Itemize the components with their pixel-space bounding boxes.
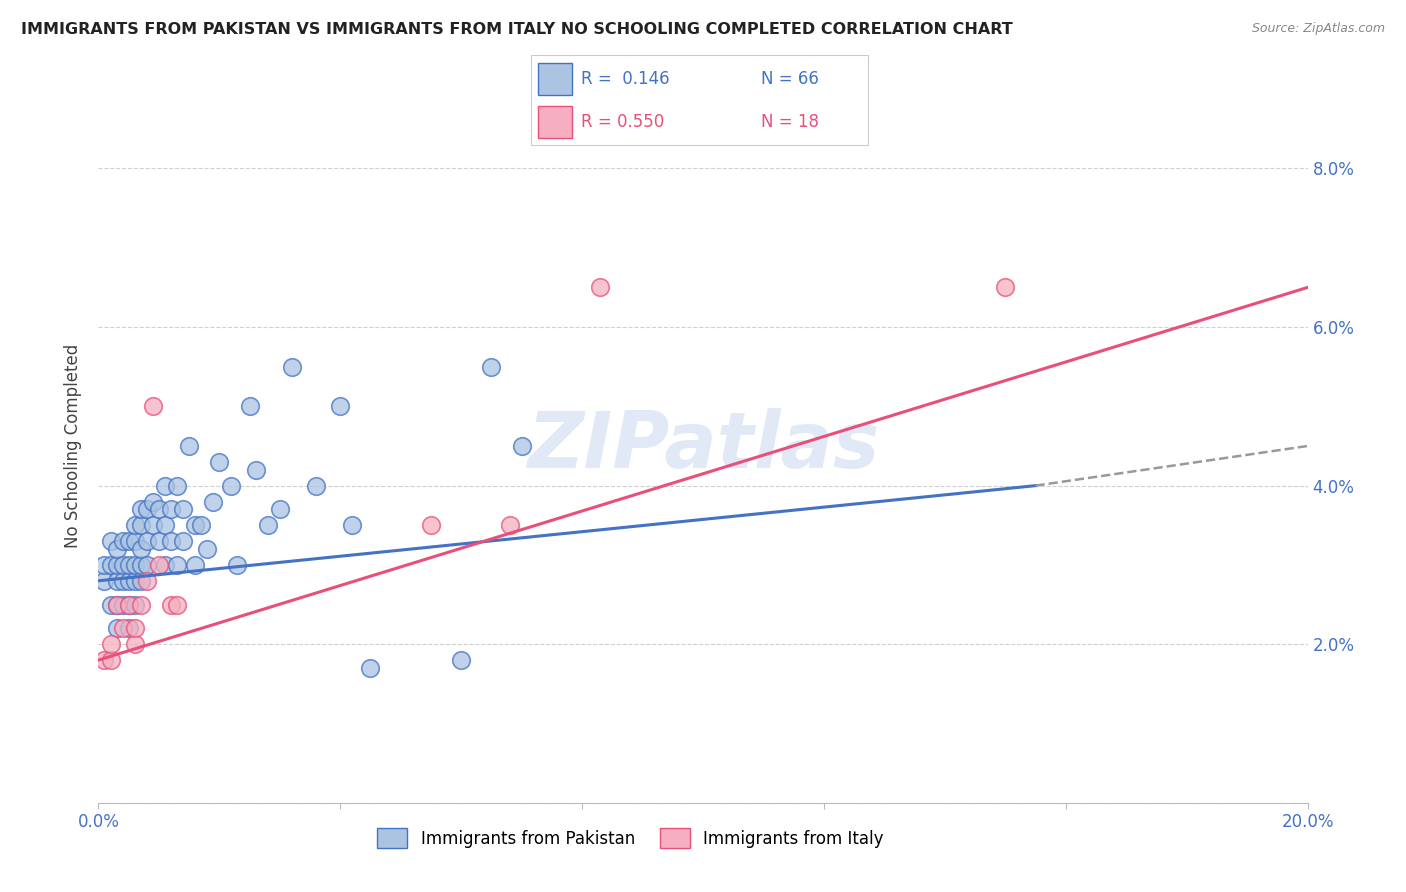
Point [184, 518, 207, 533]
Point [93, 574, 115, 588]
Point [450, 653, 472, 667]
Point [256, 518, 278, 533]
Point [166, 478, 188, 492]
Point [105, 558, 128, 572]
Point [118, 558, 141, 572]
Point [498, 518, 520, 533]
Point [135, 558, 157, 572]
Point [93, 558, 115, 572]
Point [124, 637, 146, 651]
Point [135, 574, 157, 588]
Text: N = 66: N = 66 [762, 70, 820, 87]
Point [160, 534, 183, 549]
Point [105, 598, 128, 612]
Point [329, 400, 352, 414]
Point [100, 598, 122, 612]
Point [100, 534, 122, 549]
Point [184, 558, 207, 572]
Point [129, 542, 152, 557]
Point [124, 598, 146, 612]
Point [148, 558, 170, 572]
Point [589, 280, 612, 294]
Point [221, 478, 243, 492]
Point [129, 574, 152, 588]
Bar [537, 63, 572, 95]
Point [226, 558, 249, 572]
Point [305, 478, 328, 492]
Point [129, 558, 152, 572]
Point [142, 400, 165, 414]
Point [105, 542, 128, 557]
Point [160, 598, 183, 612]
Y-axis label: No Schooling Completed: No Schooling Completed [65, 344, 83, 548]
Point [148, 534, 170, 549]
Point [281, 359, 304, 374]
Text: R = 0.550: R = 0.550 [581, 113, 664, 131]
Point [100, 637, 122, 651]
Point [118, 598, 141, 612]
Point [124, 534, 146, 549]
Text: N = 18: N = 18 [762, 113, 820, 131]
Point [195, 542, 218, 557]
Point [105, 598, 128, 612]
Point [190, 518, 212, 533]
Point [166, 598, 188, 612]
Point [118, 574, 141, 588]
Point [153, 558, 176, 572]
Point [269, 502, 291, 516]
Point [135, 502, 157, 516]
Point [160, 502, 183, 516]
Point [111, 574, 134, 588]
Point [111, 598, 134, 612]
Point [111, 558, 134, 572]
Point [124, 518, 146, 533]
Point [124, 621, 146, 635]
Point [202, 494, 225, 508]
Point [153, 518, 176, 533]
Point [148, 502, 170, 516]
Point [118, 534, 141, 549]
Point [105, 574, 128, 588]
Point [118, 621, 141, 635]
Point [129, 518, 152, 533]
Text: ZIPatlas: ZIPatlas [527, 408, 879, 484]
Point [93, 653, 115, 667]
Point [111, 621, 134, 635]
Point [208, 455, 231, 469]
FancyBboxPatch shape [530, 55, 869, 145]
Point [105, 621, 128, 635]
Point [481, 359, 503, 374]
Point [172, 502, 194, 516]
Point [994, 280, 1017, 294]
Point [124, 558, 146, 572]
Point [135, 534, 157, 549]
Point [118, 598, 141, 612]
Point [172, 534, 194, 549]
Bar [537, 106, 572, 138]
Point [245, 463, 267, 477]
Point [124, 574, 146, 588]
Point [142, 494, 165, 508]
Point [360, 661, 382, 675]
Text: Source: ZipAtlas.com: Source: ZipAtlas.com [1251, 22, 1385, 36]
Point [100, 558, 122, 572]
Point [153, 478, 176, 492]
Point [179, 439, 201, 453]
Point [239, 400, 262, 414]
Point [342, 518, 364, 533]
Point [142, 518, 165, 533]
Point [166, 558, 188, 572]
Point [100, 653, 122, 667]
Text: IMMIGRANTS FROM PAKISTAN VS IMMIGRANTS FROM ITALY NO SCHOOLING COMPLETED CORRELA: IMMIGRANTS FROM PAKISTAN VS IMMIGRANTS F… [21, 22, 1012, 37]
Point [420, 518, 443, 533]
Point [111, 534, 134, 549]
Point [129, 598, 152, 612]
Point [510, 439, 533, 453]
Text: R =  0.146: R = 0.146 [581, 70, 669, 87]
Legend: Immigrants from Pakistan, Immigrants from Italy: Immigrants from Pakistan, Immigrants fro… [371, 822, 890, 855]
Point [129, 502, 152, 516]
